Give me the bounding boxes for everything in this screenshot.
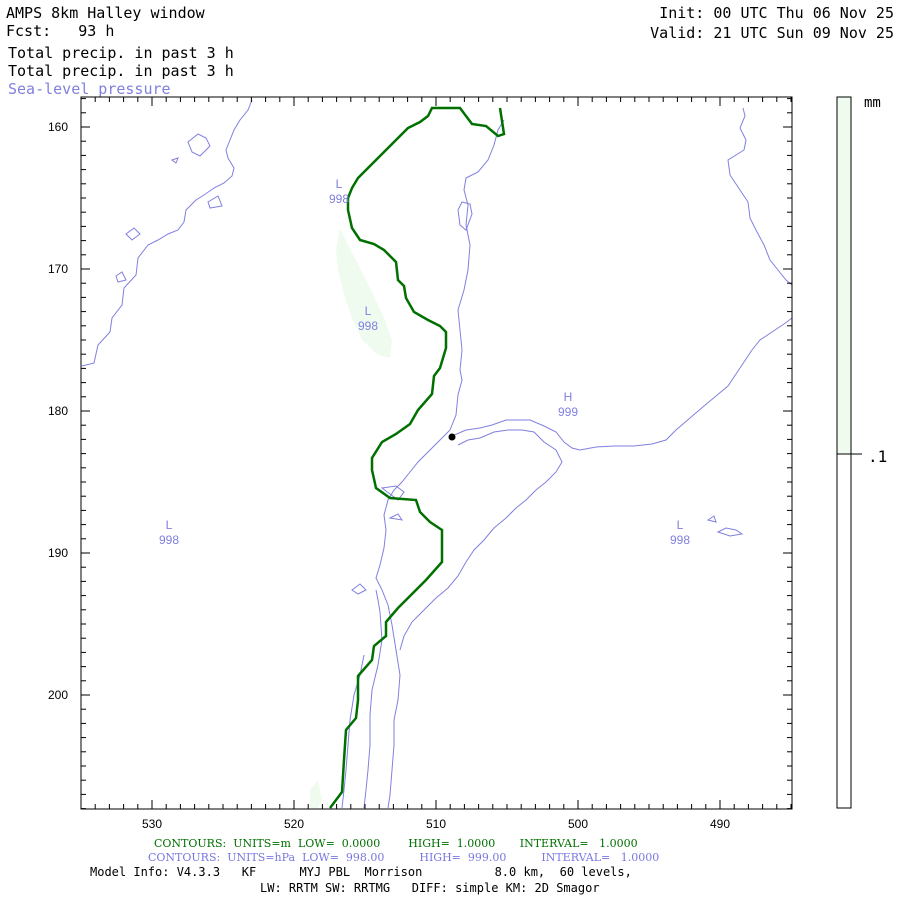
contour-info-pressure: CONTOURS: UNITS=hPa LOW= 998.00 HIGH= 99… xyxy=(148,851,660,864)
pressure-center-type: L xyxy=(365,304,372,318)
init-time: Init: 00 UTC Thu 06 Nov 25 xyxy=(659,4,894,22)
model-info: Model Info: V4.3.3 KF MYJ PBL Morrison 8… xyxy=(90,865,632,879)
pressure-contour xyxy=(706,515,717,523)
x-tick-label: 500 xyxy=(568,817,588,831)
pressure-contours xyxy=(81,99,793,809)
pressure-contour xyxy=(81,99,253,367)
pressure-center-value: 998 xyxy=(358,319,378,333)
y-tick-label: 200 xyxy=(48,688,68,702)
x-tick-label: 530 xyxy=(142,817,162,831)
pressure-contour xyxy=(207,195,223,209)
pressure-contour xyxy=(451,317,793,451)
colorbar-lower xyxy=(836,453,852,809)
x-tick-label: 490 xyxy=(710,817,730,831)
y-tick-label: 180 xyxy=(48,404,68,418)
precip-area xyxy=(336,228,392,358)
pressure-center-value: 998 xyxy=(329,192,349,206)
y-tick-label: 170 xyxy=(48,262,68,276)
pressure-center-type: L xyxy=(677,518,684,532)
pressure-contour xyxy=(115,271,127,283)
pressure-contour xyxy=(170,157,179,164)
x-tick-label: 520 xyxy=(284,817,304,831)
map-title: AMPS 8km Halley window xyxy=(6,4,205,22)
field-label-3: Sea-level pressure xyxy=(8,80,171,98)
model-info-physics: LW: RRTM SW: RRTMG DIFF: simple KM: 2D S… xyxy=(260,881,600,895)
pressure-contour xyxy=(363,589,383,809)
forecast-hour: Fcst: 93 h xyxy=(6,22,115,40)
precip-area xyxy=(310,780,322,808)
colorbar-upper xyxy=(836,96,852,455)
x-tick-label: 510 xyxy=(426,817,446,831)
pressure-contour xyxy=(380,485,405,501)
pressure-contour xyxy=(187,133,211,157)
pressure-center-value: 999 xyxy=(558,405,578,419)
pressure-contour xyxy=(375,119,505,809)
pressure-contour xyxy=(351,583,367,595)
colorbar-level-label: .1 xyxy=(868,447,887,466)
axis-ticks xyxy=(80,97,792,810)
pressure-contour xyxy=(727,107,793,286)
pressure-center-value: 998 xyxy=(159,533,179,547)
valid-time: Valid: 21 UTC Sun 09 Nov 25 xyxy=(650,24,894,42)
contour-info-height: CONTOURS: UNITS=m LOW= 0.0000 HIGH= 1.00… xyxy=(154,837,638,850)
field-label-1: Total precip. in past 3 h xyxy=(8,44,234,62)
pressure-contour xyxy=(125,227,141,241)
field-label-2: Total precip. in past 3 h xyxy=(8,62,234,80)
y-tick-label: 190 xyxy=(48,546,68,560)
pressure-center-type: L xyxy=(336,177,343,191)
plot-frame xyxy=(80,96,793,810)
pressure-contour xyxy=(457,201,473,231)
colorbar-unit: mm xyxy=(864,95,881,111)
pressure-contour xyxy=(399,429,563,651)
pressure-contour xyxy=(716,527,744,537)
height-contour xyxy=(329,106,506,809)
pressure-center-value: 998 xyxy=(670,533,690,547)
y-tick-label: 160 xyxy=(48,120,68,134)
pressure-contour xyxy=(388,513,404,521)
pressure-center-type: H xyxy=(564,390,573,404)
pressure-center-type: L xyxy=(166,518,173,532)
station-marker xyxy=(448,433,456,441)
